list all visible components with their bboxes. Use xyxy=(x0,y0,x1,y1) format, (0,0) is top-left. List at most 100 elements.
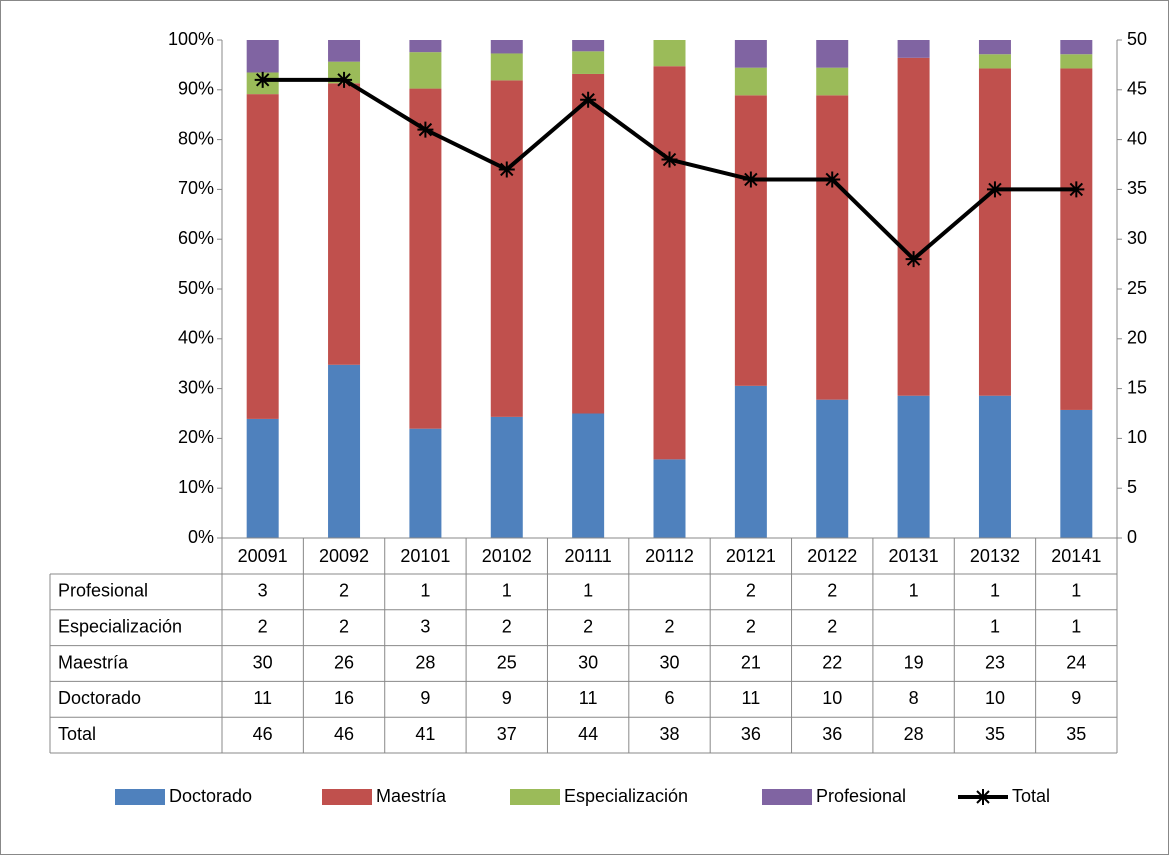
table-cell: 2 xyxy=(746,581,756,601)
y2-tick-label: 25 xyxy=(1127,278,1147,298)
table-cell: 28 xyxy=(415,652,435,672)
legend-swatch xyxy=(322,789,372,805)
y2-tick-label: 5 xyxy=(1127,477,1137,497)
y2-tick-label: 20 xyxy=(1127,328,1147,348)
table-cell: 1 xyxy=(909,581,919,601)
y-tick-label: 20% xyxy=(178,427,214,447)
table-cell: 2 xyxy=(258,616,268,636)
bar xyxy=(490,40,523,54)
y2-tick-label: 50 xyxy=(1127,29,1147,49)
table-row-label: Profesional xyxy=(58,581,148,601)
x-tick-label: 20131 xyxy=(889,546,939,566)
table-cell: 1 xyxy=(1071,581,1081,601)
table-row-label: Especialización xyxy=(58,616,182,636)
y-tick-label: 40% xyxy=(178,328,214,348)
y-tick-label: 60% xyxy=(178,228,214,248)
table-cell: 30 xyxy=(253,652,273,672)
bar xyxy=(1060,54,1093,69)
bar xyxy=(653,40,686,67)
marker xyxy=(661,151,678,168)
table-cell: 2 xyxy=(827,581,837,601)
table-cell: 22 xyxy=(822,652,842,672)
x-tick-label: 20102 xyxy=(482,546,532,566)
marker xyxy=(254,71,271,88)
marker xyxy=(905,251,922,268)
bar xyxy=(328,83,361,365)
table-row-label: Total xyxy=(58,724,96,744)
table-cell: 1 xyxy=(990,616,1000,636)
marker xyxy=(986,181,1003,198)
table-cell: 2 xyxy=(664,616,674,636)
bar xyxy=(572,73,605,414)
table-cell: 24 xyxy=(1066,652,1086,672)
y-tick-label: 70% xyxy=(178,178,214,198)
table-row-label: Doctorado xyxy=(58,688,141,708)
legend-marker xyxy=(975,789,991,805)
table-cell: 28 xyxy=(904,724,924,744)
bar xyxy=(1060,68,1093,410)
legend-label: Total xyxy=(1012,786,1050,806)
bar xyxy=(328,40,361,62)
y-tick-label: 0% xyxy=(188,527,214,547)
table-cell: 1 xyxy=(990,581,1000,601)
legend-label: Maestría xyxy=(376,786,447,806)
bar xyxy=(816,399,849,538)
bar xyxy=(572,40,605,52)
table-cell: 8 xyxy=(909,688,919,708)
table-cell: 46 xyxy=(334,724,354,744)
y2-tick-label: 45 xyxy=(1127,79,1147,99)
bar xyxy=(816,40,849,68)
bar xyxy=(490,416,523,538)
y2-tick-label: 15 xyxy=(1127,377,1147,397)
table-cell: 3 xyxy=(420,616,430,636)
x-tick-label: 20111 xyxy=(564,546,611,566)
marker xyxy=(580,91,597,108)
legend-label: Profesional xyxy=(816,786,906,806)
bar xyxy=(897,57,930,396)
marker xyxy=(742,171,759,188)
table-cell: 6 xyxy=(664,688,674,708)
table-cell: 1 xyxy=(583,581,593,601)
y-tick-label: 80% xyxy=(178,128,214,148)
table-cell: 9 xyxy=(1071,688,1081,708)
legend-swatch xyxy=(115,789,165,805)
bar xyxy=(816,95,849,400)
table-cell: 36 xyxy=(822,724,842,744)
marker xyxy=(498,161,515,178)
table-cell: 37 xyxy=(497,724,517,744)
marker xyxy=(336,71,353,88)
table-cell: 2 xyxy=(827,616,837,636)
table-cell: 46 xyxy=(253,724,273,744)
x-tick-label: 20091 xyxy=(238,546,288,566)
table-row-label: Maestría xyxy=(58,652,129,672)
bar xyxy=(490,80,523,417)
table-cell: 1 xyxy=(420,581,430,601)
x-tick-label: 20132 xyxy=(970,546,1020,566)
bar xyxy=(246,94,279,419)
table-cell: 38 xyxy=(659,724,679,744)
bar xyxy=(734,385,767,538)
table-cell: 21 xyxy=(741,652,761,672)
table-cell: 41 xyxy=(415,724,435,744)
x-tick-label: 20101 xyxy=(400,546,450,566)
table-cell: 23 xyxy=(985,652,1005,672)
table-cell: 3 xyxy=(258,581,268,601)
bar xyxy=(978,68,1011,396)
bar xyxy=(409,88,442,429)
table-cell: 10 xyxy=(985,688,1005,708)
table-cell: 1 xyxy=(1071,616,1081,636)
bar xyxy=(409,40,442,53)
legend-label: Especialización xyxy=(564,786,688,806)
y2-tick-label: 35 xyxy=(1127,178,1147,198)
table-cell: 35 xyxy=(985,724,1005,744)
bar xyxy=(246,418,279,538)
table-cell: 44 xyxy=(578,724,598,744)
bar xyxy=(1060,40,1093,55)
bar xyxy=(897,395,930,538)
table-cell: 30 xyxy=(578,652,598,672)
table-cell: 2 xyxy=(502,616,512,636)
table-cell: 11 xyxy=(253,688,272,708)
x-tick-label: 20112 xyxy=(645,546,694,566)
table-cell: 35 xyxy=(1066,724,1086,744)
